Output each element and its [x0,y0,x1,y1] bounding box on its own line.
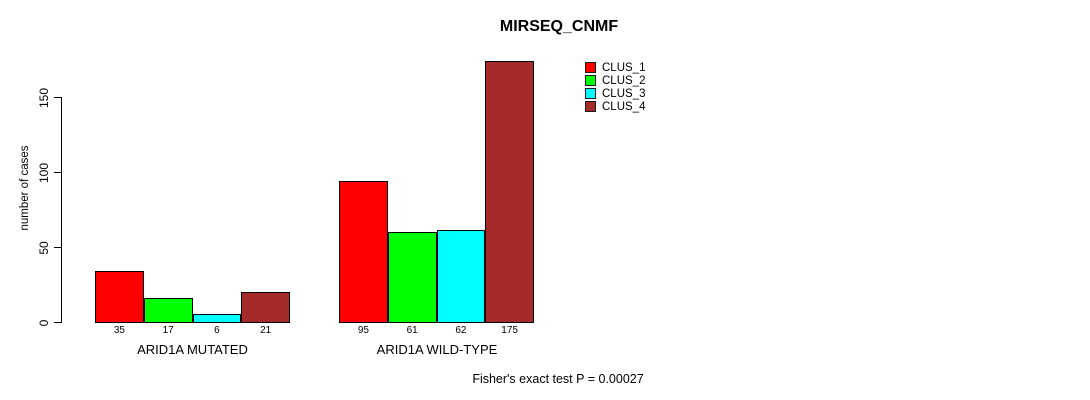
y-tick [54,322,61,323]
group-label-arid1a-mutated: ARID1A MUTATED [137,342,248,357]
chart-title: MIRSEQ_CNMF [499,18,619,35]
bar-value-label: 61 [406,325,418,336]
y-tick [54,247,61,248]
bar-value-label: 21 [260,325,272,336]
bar-clus_1-group1 [95,270,144,323]
legend-label: CLUS_4 [602,100,646,113]
bar-clus_2-group1 [143,297,193,323]
group-label-arid1a-wild-type: ARID1A WILD-TYPE [376,342,498,357]
bar-clus_4-group1 [241,291,290,323]
legend-label: CLUS_3 [602,87,646,100]
bar-clus_3-group2 [436,230,486,323]
y-tick-label: 150 [37,87,51,108]
bar-value-label: 175 [501,325,518,336]
y-tick-label: 0 [37,319,51,326]
bar-value-label: 62 [455,325,467,336]
bar-value-label: 17 [162,325,174,336]
y-tick-label: 50 [37,240,51,255]
legend-swatch-icon [585,88,596,99]
y-axis-title: number of cases [19,145,31,231]
bar-clus_4-group2 [485,60,534,323]
legend-row-clus_4: CLUS_4 [585,100,645,113]
y-tick-label: 100 [37,162,51,183]
legend-swatch-icon [585,75,596,86]
legend-row-clus_3: CLUS_3 [585,87,645,100]
y-tick [54,97,61,98]
bar-clus_2-group2 [387,231,437,323]
y-axis-line [61,97,62,323]
legend-swatch-icon [585,62,596,73]
y-tick [54,172,61,173]
legend-row-clus_1: CLUS_1 [585,61,645,74]
legend-row-clus_2: CLUS_2 [585,74,645,87]
bar-clus_1-group2 [339,180,388,323]
bar-value-label: 6 [214,325,220,336]
legend-swatch-icon [585,101,596,112]
legend-label: CLUS_1 [602,61,646,74]
bar-value-label: 35 [113,325,125,336]
bar-clus_3-group1 [192,314,242,323]
fisher-test-annotation: Fisher's exact test P = 0.00027 [472,372,644,386]
legend-label: CLUS_2 [602,74,646,87]
legend: CLUS_1 CLUS_2 CLUS_3 CLUS_4 [585,61,645,113]
bar-value-label: 95 [357,325,369,336]
